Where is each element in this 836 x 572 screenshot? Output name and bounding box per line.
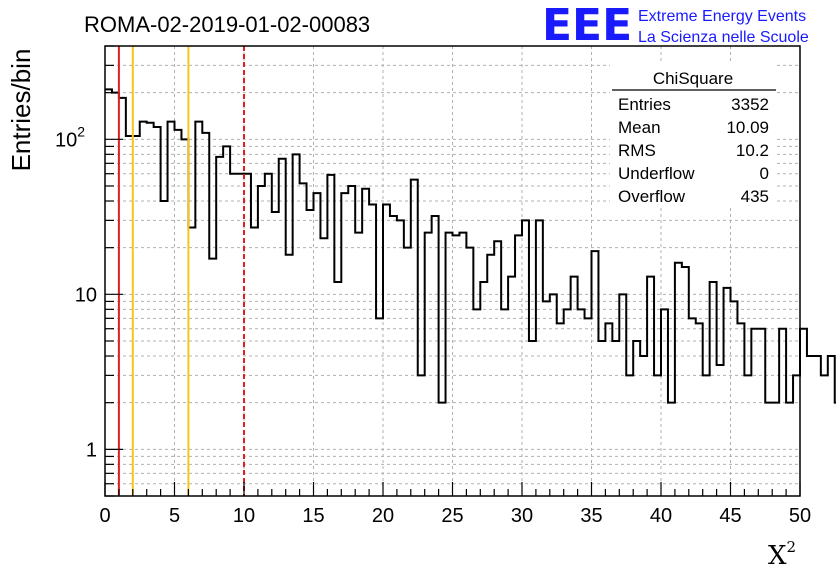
run-title: ROMA-02-2019-01-02-00083 (84, 12, 370, 37)
x-tick-label: 20 (372, 505, 394, 527)
y-axis-label: Entries/bin (6, 49, 36, 172)
x-axis-label: X2 (768, 538, 796, 571)
x-axis-label-base: X (768, 541, 787, 571)
y-tick-label-base: 1 (86, 439, 97, 461)
eee-logo: EEE Extreme Energy Events La Scienza nel… (542, 0, 809, 51)
stats-value-entries: 3352 (731, 95, 769, 114)
histogram-outline (105, 88, 836, 404)
x-tick-label: 50 (789, 505, 811, 527)
x-tick-label: 25 (441, 505, 463, 527)
histogram-bars (105, 88, 836, 404)
y-tick-label-exp: 2 (77, 123, 85, 139)
stats-label-mean: Mean (618, 118, 661, 137)
x-tick-label: 40 (650, 505, 672, 527)
stats-label-rms: RMS (618, 141, 656, 160)
x-tick-label: 5 (169, 505, 180, 527)
x-tick-label: 30 (511, 505, 533, 527)
y-tick-label: 10 (75, 284, 97, 306)
y-tick-label: 1 (86, 439, 97, 461)
logo-line-1: Extreme Energy Events (638, 8, 806, 25)
logo-eee-text: EEE (542, 0, 632, 51)
stats-value-underflow: 0 (760, 164, 769, 183)
reference-lines (117, 46, 245, 496)
x-axis-label-sup: 2 (787, 538, 797, 556)
y-tick-label: 102 (55, 123, 85, 151)
x-tick-label: 0 (99, 505, 110, 527)
stats-box: ChiSquare Entries 3352 Mean 10.09 RMS 10… (610, 64, 776, 206)
stats-title: ChiSquare (653, 69, 733, 88)
grid (105, 46, 800, 496)
y-tick-label-base: 10 (55, 129, 77, 151)
stats-value-rms: 10.2 (736, 141, 769, 160)
x-tick-label: 10 (233, 505, 255, 527)
stats-value-overflow: 435 (741, 187, 769, 206)
x-tick-label: 45 (719, 505, 741, 527)
y-tick-label-base: 10 (75, 284, 97, 306)
stats-box-background (610, 64, 776, 206)
x-tick-label: 35 (580, 505, 602, 527)
stats-label-entries: Entries (618, 95, 671, 114)
stats-value-mean: 10.09 (726, 118, 769, 137)
stats-label-underflow: Underflow (618, 164, 695, 183)
stats-label-overflow: Overflow (618, 187, 686, 206)
logo-line-2: La Scienza nelle Scuole (638, 29, 809, 46)
x-tick-label: 15 (302, 505, 324, 527)
